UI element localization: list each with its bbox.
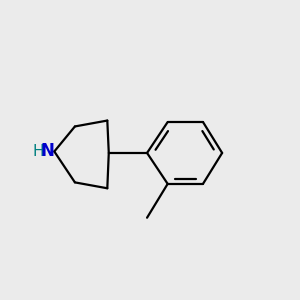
Text: H: H [32, 144, 44, 159]
Text: N: N [41, 142, 55, 160]
